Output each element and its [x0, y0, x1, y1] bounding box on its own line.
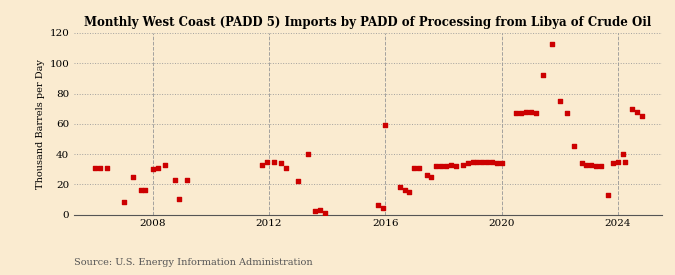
Point: [400, 188, 410, 192]
Point: [467, 160, 478, 164]
Point: [169, 178, 180, 182]
Point: [537, 73, 548, 78]
Point: [281, 166, 292, 170]
Point: [302, 152, 313, 156]
Point: [256, 162, 267, 167]
Point: [618, 152, 628, 156]
Title: Monthly West Coast (PADD 5) Imports by PADD of Processing from Libya of Crude Oi: Monthly West Coast (PADD 5) Imports by P…: [84, 16, 651, 29]
Point: [531, 111, 541, 116]
Point: [101, 166, 112, 170]
Point: [446, 162, 456, 167]
Point: [373, 203, 383, 208]
Point: [426, 175, 437, 179]
Point: [118, 200, 129, 205]
Point: [174, 197, 185, 202]
Point: [140, 188, 151, 192]
Point: [569, 144, 580, 148]
Point: [380, 123, 391, 128]
Point: [310, 209, 321, 214]
Y-axis label: Thousand Barrels per Day: Thousand Barrels per Day: [36, 59, 45, 189]
Text: Source: U.S. Energy Information Administration: Source: U.S. Energy Information Administ…: [74, 258, 313, 267]
Point: [319, 211, 330, 215]
Point: [159, 162, 170, 167]
Point: [269, 160, 279, 164]
Point: [482, 160, 493, 164]
Point: [576, 161, 587, 165]
Point: [458, 162, 468, 167]
Point: [182, 178, 192, 182]
Point: [377, 206, 388, 211]
Point: [612, 160, 623, 164]
Point: [581, 162, 592, 167]
Point: [496, 161, 507, 165]
Point: [414, 166, 425, 170]
Point: [487, 160, 497, 164]
Point: [409, 166, 420, 170]
Point: [450, 164, 461, 168]
Point: [627, 106, 638, 111]
Point: [462, 161, 473, 165]
Point: [562, 111, 572, 116]
Point: [128, 175, 138, 179]
Point: [586, 162, 597, 167]
Point: [608, 161, 618, 165]
Point: [516, 111, 526, 116]
Point: [472, 160, 483, 164]
Point: [591, 164, 601, 168]
Point: [436, 164, 447, 168]
Point: [293, 179, 304, 183]
Point: [421, 173, 432, 177]
Point: [147, 167, 158, 171]
Point: [525, 109, 536, 114]
Point: [491, 161, 502, 165]
Point: [89, 166, 100, 170]
Point: [520, 109, 531, 114]
Point: [603, 192, 614, 197]
Point: [135, 188, 146, 192]
Point: [632, 109, 643, 114]
Point: [595, 164, 606, 168]
Point: [547, 41, 558, 46]
Point: [153, 166, 163, 170]
Point: [511, 111, 522, 116]
Point: [440, 164, 451, 168]
Point: [554, 99, 565, 103]
Point: [94, 166, 105, 170]
Point: [404, 190, 415, 194]
Point: [477, 160, 487, 164]
Point: [261, 160, 272, 164]
Point: [637, 114, 647, 118]
Point: [315, 208, 325, 212]
Point: [276, 161, 287, 165]
Point: [431, 164, 441, 168]
Point: [394, 185, 405, 189]
Point: [620, 160, 630, 164]
